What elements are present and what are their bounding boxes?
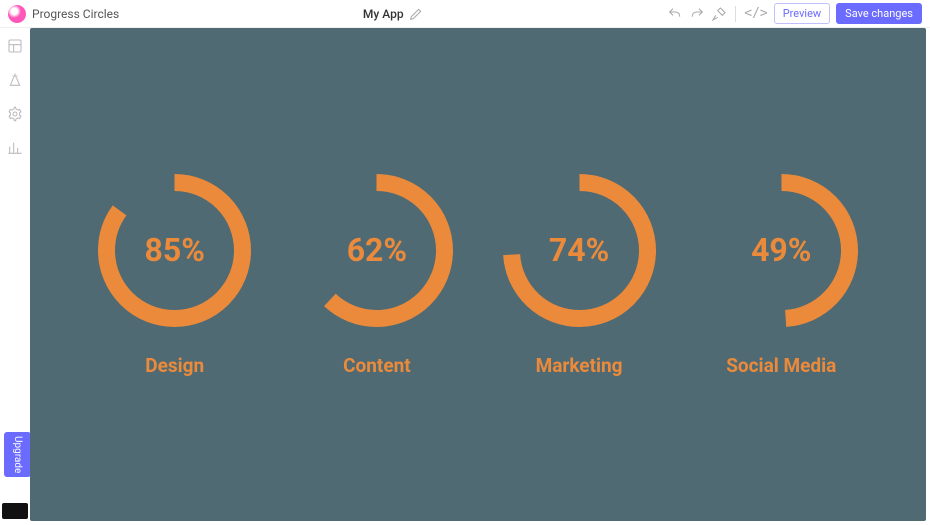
tool-icon[interactable]	[711, 6, 727, 22]
page-title: Progress Circles	[32, 7, 119, 21]
editor-sidebar: Upgrade	[0, 28, 30, 525]
progress-label: Social Media	[726, 354, 836, 377]
progress-ring: 85%	[97, 173, 252, 328]
code-icon[interactable]: </>	[744, 6, 767, 21]
progress-ring: 49%	[704, 173, 859, 328]
platform-badge	[2, 503, 28, 519]
progress-ring: 62%	[299, 173, 454, 328]
preview-canvas: 85% Design 62% Content 74% Marketing 49% Social…	[30, 28, 926, 521]
redo-icon[interactable]	[689, 6, 705, 22]
analytics-icon[interactable]	[7, 140, 23, 156]
upgrade-button[interactable]: Upgrade	[4, 432, 31, 477]
app-logo	[8, 5, 26, 23]
settings-icon[interactable]	[7, 106, 23, 122]
progress-circle: 49% Social Media	[704, 173, 859, 377]
progress-circle: 62% Content	[299, 173, 454, 377]
progress-label: Design	[145, 354, 204, 377]
progress-percent: 85%	[97, 173, 252, 328]
separator	[735, 6, 736, 22]
progress-circle: 85% Design	[97, 173, 252, 377]
edit-name-icon[interactable]	[408, 6, 424, 22]
progress-circle: 74% Marketing	[502, 173, 657, 377]
progress-label: Marketing	[536, 354, 623, 377]
save-button[interactable]: Save changes	[836, 3, 922, 24]
app-name[interactable]: My App	[363, 7, 404, 21]
plugin-icon[interactable]	[7, 72, 23, 88]
undo-icon[interactable]	[667, 6, 683, 22]
progress-percent: 49%	[704, 173, 859, 328]
layout-icon[interactable]	[7, 38, 23, 54]
progress-percent: 62%	[299, 173, 454, 328]
top-bar: Progress Circles My App </> Preview Save…	[0, 0, 930, 28]
progress-label: Content	[343, 354, 411, 377]
progress-percent: 74%	[502, 173, 657, 328]
preview-button[interactable]: Preview	[774, 3, 830, 24]
progress-ring: 74%	[502, 173, 657, 328]
